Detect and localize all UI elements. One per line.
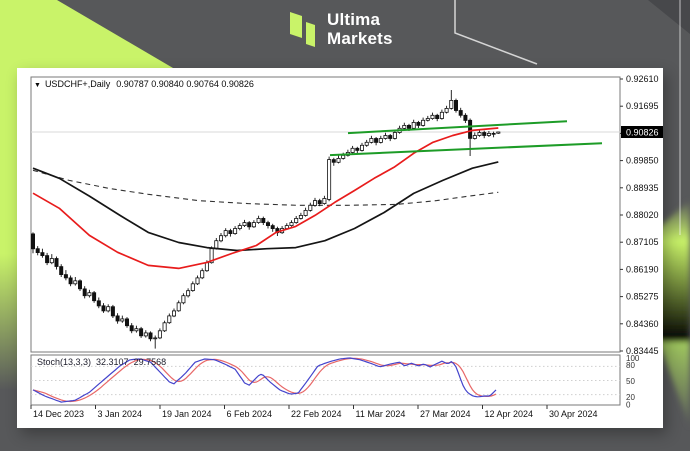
svg-text:0.89850: 0.89850 — [626, 156, 659, 166]
symbol-info-bar: ▼ USDCHF+,Daily 0.90787 0.90840 0.90764 0.… — [34, 79, 254, 89]
svg-text:80: 80 — [626, 361, 635, 370]
svg-text:50: 50 — [626, 377, 635, 386]
svg-text:0: 0 — [626, 401, 631, 410]
green-right-blob — [656, 200, 690, 428]
svg-text:0.86190: 0.86190 — [626, 264, 659, 274]
green-wedge — [0, 0, 173, 68]
svg-text:3 Jan 2024: 3 Jan 2024 — [98, 409, 143, 419]
svg-text:30 Apr 2024: 30 Apr 2024 — [549, 409, 598, 419]
stochastic-k-value: 32.3107 — [96, 357, 129, 367]
stochastic-label: Stoch(13,3,3) 32.3107 29.7568 — [37, 357, 171, 367]
corner-triangle — [648, 0, 690, 34]
price-chart[interactable]: 0.926100.916950.907800.898500.889350.880… — [17, 68, 663, 428]
brand-name: Ultima Markets — [327, 10, 393, 48]
svg-text:19 Jan 2024: 19 Jan 2024 — [162, 409, 212, 419]
svg-text:20: 20 — [626, 393, 635, 402]
chart-window: ▼ USDCHF+,Daily 0.90787 0.90840 0.90764 0.… — [17, 68, 663, 428]
outline-hexagon-decoration — [454, 0, 538, 65]
svg-text:0.92610: 0.92610 — [626, 74, 659, 84]
brand-logo-icon — [290, 12, 315, 47]
svg-text:0.91695: 0.91695 — [626, 101, 659, 111]
svg-text:0.88020: 0.88020 — [626, 210, 659, 220]
high-value: 0.90840 — [151, 79, 184, 89]
svg-text:27 Mar 2024: 27 Mar 2024 — [420, 409, 471, 419]
svg-text:12 Apr 2024: 12 Apr 2024 — [485, 409, 534, 419]
svg-text:0.84360: 0.84360 — [626, 319, 659, 329]
symbol-period-label: USDCHF+,Daily — [44, 79, 111, 89]
low-value: 0.90764 — [186, 79, 219, 89]
svg-text:100: 100 — [626, 354, 640, 363]
open-value: 0.90787 — [116, 79, 149, 89]
svg-text:6 Feb 2024: 6 Feb 2024 — [227, 409, 273, 419]
svg-text:0.90826: 0.90826 — [626, 128, 659, 138]
svg-text:22 Feb 2024: 22 Feb 2024 — [291, 409, 342, 419]
svg-text:0.88935: 0.88935 — [626, 183, 659, 193]
close-value: 0.90826 — [221, 79, 254, 89]
svg-text:11 Mar 2024: 11 Mar 2024 — [356, 409, 406, 419]
svg-text:0.85275: 0.85275 — [626, 292, 659, 302]
green-left-strip — [0, 67, 17, 407]
stochastic-d-value: 29.7568 — [133, 357, 167, 367]
stochastic-name: Stoch(13,3,3) — [37, 357, 92, 367]
svg-text:0.83445: 0.83445 — [626, 346, 659, 356]
collapse-icon[interactable]: ▼ — [34, 82, 41, 89]
brand-line1: Ultima — [327, 10, 381, 29]
svg-text:14 Dec 2023: 14 Dec 2023 — [33, 409, 84, 419]
brand-line2: Markets — [327, 29, 393, 48]
brand-logo: Ultima Markets — [290, 10, 393, 50]
svg-text:0.87105: 0.87105 — [626, 237, 659, 247]
